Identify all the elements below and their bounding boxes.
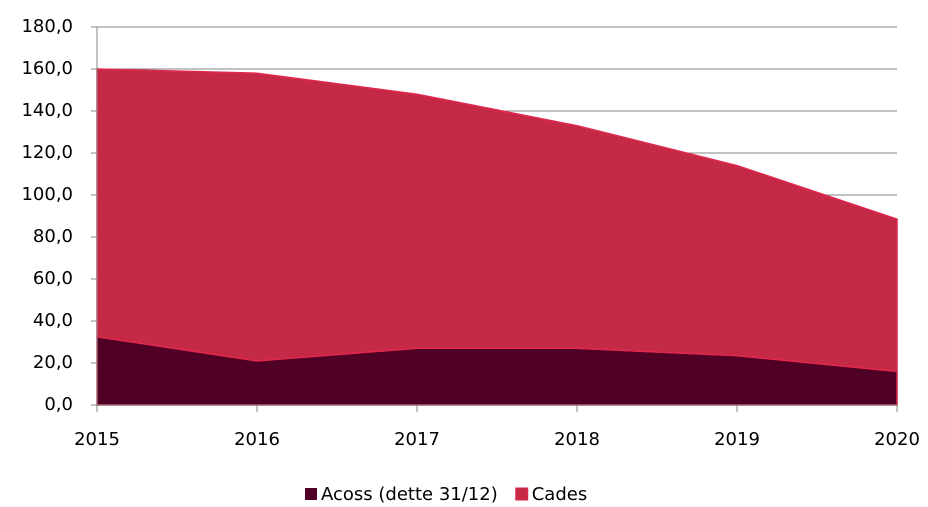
y-tick-label: 40,0 xyxy=(33,310,73,331)
x-tick-label: 2017 xyxy=(394,429,440,450)
x-tick-label: 2018 xyxy=(554,429,600,450)
area xyxy=(96,68,898,373)
legend-swatch xyxy=(515,487,529,501)
y-tick-label: 140,0 xyxy=(21,100,73,121)
x-tick-label: 2019 xyxy=(714,429,760,450)
y-tick-label: 60,0 xyxy=(33,268,73,289)
y-tick-label: 20,0 xyxy=(33,352,73,373)
y-tick-label: 0,0 xyxy=(44,394,73,415)
legend-label: Acoss (dette 31/12) xyxy=(321,484,498,505)
y-tick-label: 80,0 xyxy=(33,226,73,247)
legend-swatch xyxy=(305,488,317,500)
x-tick-label: 2015 xyxy=(74,429,120,450)
legend-label: Cades xyxy=(532,484,587,505)
y-tick-label: 160,0 xyxy=(21,58,73,79)
y-tick-label: 100,0 xyxy=(21,184,73,205)
y-tick-label: 180,0 xyxy=(21,16,73,37)
x-tick-label: 2016 xyxy=(234,429,280,450)
y-tick-label: 120,0 xyxy=(21,142,73,163)
x-tick-label: 2020 xyxy=(874,429,920,450)
